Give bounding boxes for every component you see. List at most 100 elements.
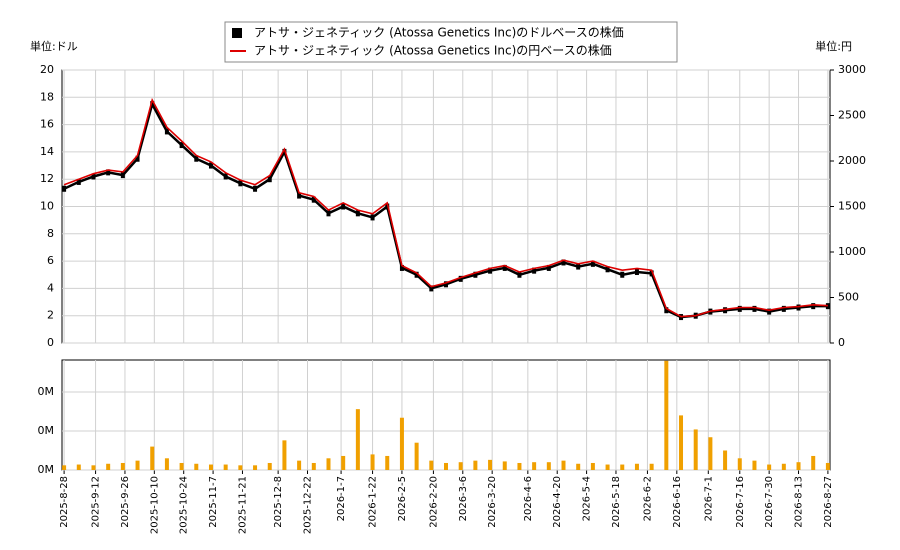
volume-bar [164,458,169,470]
y2-tick-label: 500 [838,291,859,304]
volume-bar [223,464,228,470]
price-marker [488,267,493,274]
price-marker [355,210,360,217]
volume-bar [825,462,830,470]
price-marker [752,305,757,312]
x-tick-label: 2025-9-12 [91,476,102,528]
price-marker [781,305,786,312]
volume-bar [150,446,155,470]
x-tick-label: 2025-12-22 [303,476,314,534]
x-tick-label: 2026-3-6 [458,476,469,521]
volume-bar [737,458,742,470]
legend-marker [232,28,242,38]
price-marker [590,260,595,267]
price-marker [164,128,169,135]
volume-bar [62,465,67,470]
y-tick-label: 10 [40,200,54,213]
volume-bar [767,464,772,470]
y-tick-label: 16 [40,118,54,131]
volume-bar [693,429,698,470]
price-marker [458,275,463,282]
y-tick-label: 20 [40,63,54,76]
y2-tick-label: 3000 [838,63,866,76]
x-tick-label: 2026-8-27 [823,476,834,528]
price-marker [76,178,81,185]
x-tick-label: 2026-5-4 [582,476,593,521]
price-marker [341,203,346,210]
legend-label: アトサ・ジェネティック (Atossa Genetics Inc)のドルベースの… [254,25,624,40]
volume-bar [76,464,81,470]
y2-tick-label: 1500 [838,200,866,213]
price-marker [179,142,184,149]
y2-tick-label: 0 [838,336,845,349]
volume-bar [414,442,419,470]
price-marker [576,263,581,270]
volume-bar [517,462,522,470]
price-marker [135,155,140,162]
volume-bar [179,462,184,470]
volume-bar [752,460,757,470]
x-tick-label: 2025-10-10 [149,476,160,534]
price-marker [517,271,522,278]
y-tick-label: 4 [47,281,54,294]
y2-tick-label: 2500 [838,109,866,122]
volume-bar [341,455,346,470]
volume-bar [135,460,140,470]
price-marker [444,281,448,288]
y2-axis-label: 単位:円 [815,39,852,53]
price-marker [326,210,331,217]
x-tick-label: 2025-12-8 [273,476,284,528]
price-marker [238,180,243,187]
price-marker [267,176,272,183]
volume-bar [664,360,669,470]
volume-bar [355,409,360,470]
volume-bar [576,463,581,470]
x-tick-label: 2026-8-13 [794,476,805,528]
x-tick-label: 2025-9-26 [120,476,131,528]
x-tick-label: 2026-1-7 [336,476,347,521]
y-axis-label: 単位:ドル [30,39,78,53]
volume-bar [399,417,404,470]
price-marker [62,185,67,192]
price-marker [723,307,728,314]
volume-bar [546,462,551,470]
y-tick-label: 12 [40,172,54,185]
y-tick-label: 14 [40,145,54,158]
price-line [63,97,828,318]
volume-bar [106,463,111,470]
x-tick-label: 2026-1-22 [368,476,379,528]
volume-bar [458,462,463,470]
volume-bar [208,464,213,470]
y-tick-label: 0 [47,336,54,349]
volume-bar [370,454,375,470]
x-tick-label: 2026-7-30 [764,476,775,528]
y-tick-label: 0M [38,463,55,476]
price-marker [502,264,507,271]
price-marker [796,304,801,311]
y2-tick-label: 1000 [838,245,866,258]
price-marker [767,308,772,315]
price-marker [91,173,96,180]
y-tick-label: 0M [38,424,55,437]
x-tick-label: 2026-2-5 [397,476,408,521]
volume-bar [311,462,316,470]
price-marker [311,196,316,203]
volume-bar [253,465,258,470]
volume-bar [282,440,287,470]
volume-bar [649,463,654,470]
volume-bar [811,455,816,470]
y-tick-label: 18 [40,90,54,103]
volume-bar [708,437,713,470]
y-tick-label: 2 [47,309,54,322]
price-marker [370,214,375,221]
volume-bar [326,458,331,470]
price-marker [414,271,419,278]
x-tick-label: 2026-7-1 [703,476,714,521]
price-marker [561,259,566,266]
y2-tick-label: 2000 [838,154,866,167]
volume-bar [796,462,801,470]
volume-bar [634,463,639,470]
x-tick-label: 2026-7-16 [735,476,746,528]
price-marker [634,269,639,276]
